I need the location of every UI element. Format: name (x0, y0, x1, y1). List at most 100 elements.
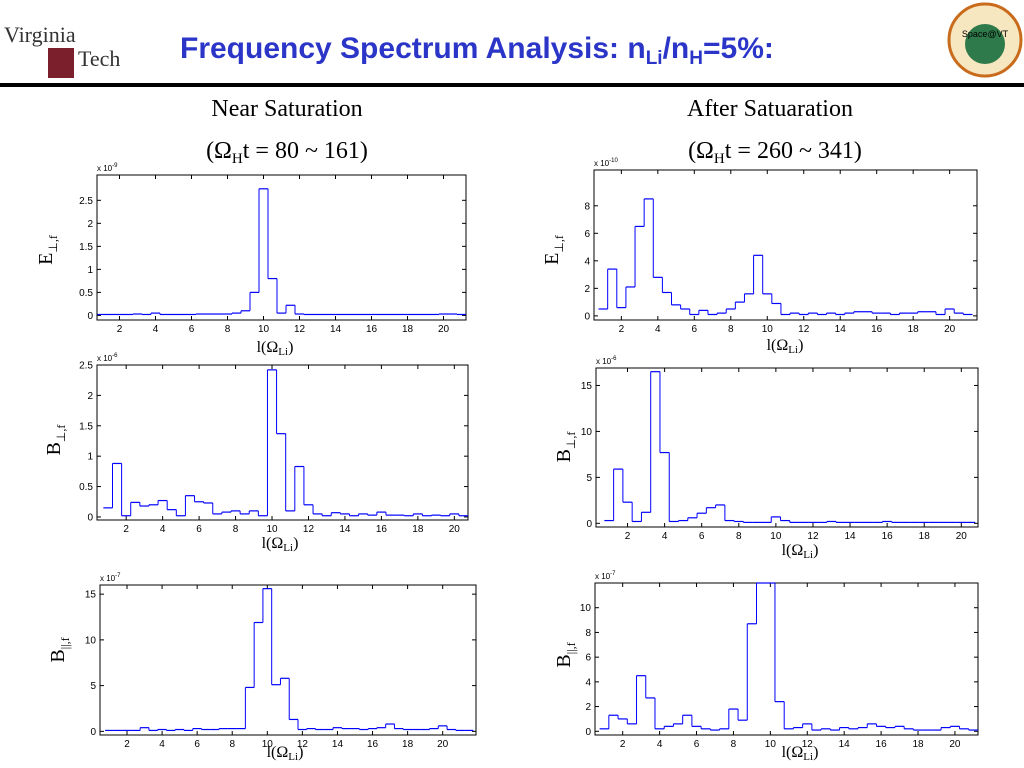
multiplier-exp: -10 (609, 158, 618, 164)
x-tick-label: 20 (944, 324, 956, 335)
time-sub: H (714, 151, 725, 167)
y-tick-label: 1 (87, 265, 93, 276)
axis-multiplier: x 10-6 (97, 353, 118, 363)
x-tick-label: 14 (330, 324, 342, 335)
axis-multiplier: x 10-7 (595, 571, 616, 581)
x-tick-label: 10 (262, 739, 274, 750)
y-tick-label: 1.5 (79, 242, 93, 253)
label-main: l(Ω (257, 339, 279, 356)
y-tick-label: 2 (87, 391, 93, 402)
x-tick-label: 6 (699, 531, 705, 542)
x-tick-label: 4 (159, 739, 165, 750)
chart: 0 5 10 15 2 4 6 8 10 12 14 16 18 20 x 10-7 B||,f l(ΩLi) (47, 573, 477, 763)
label-end: ) (798, 337, 803, 354)
label-sub: Li (788, 344, 798, 356)
x-tick-label: 14 (839, 739, 851, 750)
x-tick-label: 2 (619, 324, 625, 335)
column-heading: Near Saturation (211, 96, 362, 122)
label-sub: Li (803, 751, 813, 763)
y-tick-label: 5 (586, 473, 592, 484)
multiplier-exp: -6 (611, 356, 617, 362)
label-sub: ||,f (58, 637, 72, 649)
y-axis-label: B⊥,f (43, 425, 68, 456)
x-tick-label: 16 (366, 324, 378, 335)
multiplier-exp: -6 (112, 353, 118, 359)
x-tick-label: 14 (844, 531, 856, 542)
y-tick-label: 0 (87, 311, 93, 322)
time-sub: H (232, 151, 243, 167)
x-tick-label: 14 (339, 524, 351, 535)
x-tick-label: 16 (876, 739, 888, 750)
chart: 0 0.5 1 1.5 2 2.5 2 4 6 8 10 12 14 16 18 20 x 10-9 E⊥,f l(… (35, 163, 467, 358)
label-main: l(Ω (782, 542, 804, 559)
x-tick-label: 2 (124, 739, 130, 750)
x-tick-label: 18 (919, 531, 931, 542)
label-main: B (553, 449, 575, 462)
logo-globe (965, 24, 1005, 64)
x-tick-label: 20 (438, 324, 450, 335)
label-end: ) (293, 535, 298, 552)
multiplier-base: x 10 (100, 574, 116, 583)
x-tick-label: 18 (412, 524, 424, 535)
logo-text: Space@VT (962, 29, 1009, 39)
x-tick-label: 2 (620, 739, 626, 750)
chart: 0 2 4 6 8 10 2 4 6 8 10 12 14 16 18 20 x 10-7 B||,f l(ΩLi) (553, 571, 979, 763)
y-tick-label: 0 (87, 512, 93, 523)
y-tick-label: 2.5 (79, 361, 93, 372)
x-tick-label: 8 (225, 324, 231, 335)
y-axis-label: E⊥,f (35, 235, 60, 265)
x-tick-label: 8 (229, 739, 235, 750)
x-tick-label: 6 (196, 524, 202, 535)
label-sub: Li (288, 751, 298, 763)
x-tick-label: 8 (233, 524, 239, 535)
x-tick-label: 4 (153, 324, 159, 335)
x-axis-label: l(ΩLi) (767, 337, 804, 356)
y-tick-label: 5 (90, 681, 96, 692)
x-tick-label: 14 (332, 739, 344, 750)
x-tick-label: 12 (802, 739, 814, 750)
logo-text: Tech (78, 46, 120, 71)
step-riser (111, 369, 460, 516)
time-part: t = 260 ~ 341) (725, 138, 862, 164)
multiplier-base: x 10 (594, 159, 610, 168)
y-tick-label: 6 (585, 653, 591, 664)
plot-area (594, 582, 979, 736)
y-tick-label: 15 (581, 381, 593, 392)
x-tick-label: 8 (736, 531, 742, 542)
x-tick-label: 16 (376, 524, 388, 535)
x-tick-label: 2 (117, 324, 123, 335)
y-axis-label: B||,f (47, 637, 72, 662)
label-end: ) (298, 744, 303, 761)
title-sub: Li (646, 48, 663, 69)
plot-area (99, 584, 477, 736)
x-tick-label: 12 (798, 324, 810, 335)
plot-area (96, 174, 467, 321)
y-tick-label: 0 (90, 727, 96, 738)
x-tick-label: 16 (882, 531, 894, 542)
label-main: l(Ω (767, 337, 789, 354)
label-main: l(Ω (782, 744, 804, 761)
y-tick-label: 1 (87, 452, 93, 463)
label-end: ) (813, 744, 818, 761)
x-tick-label: 4 (160, 524, 166, 535)
y-tick-label: 10 (581, 427, 593, 438)
time-part: t = 80 ~ 161) (243, 138, 368, 164)
multiplier-exp: -7 (610, 571, 616, 577)
x-tick-label: 20 (956, 531, 968, 542)
x-axis-label: l(ΩLi) (257, 339, 294, 358)
label-sub: ⊥,f (552, 235, 566, 252)
header-rule (0, 83, 1024, 87)
slide-title: Frequency Spectrum Analysis: nLi/nH=5%: (180, 32, 774, 69)
x-tick-label: 10 (765, 739, 777, 750)
label-main: E (35, 253, 57, 265)
y-tick-label: 4 (584, 256, 590, 267)
x-tick-label: 18 (908, 324, 920, 335)
y-tick-label: 15 (85, 590, 97, 601)
x-tick-label: 20 (449, 524, 461, 535)
x-tick-label: 8 (731, 739, 737, 750)
label-main: E (541, 253, 563, 265)
x-tick-label: 18 (912, 739, 924, 750)
label-main: B (47, 649, 69, 662)
x-tick-label: 10 (762, 324, 774, 335)
multiplier-base: x 10 (595, 572, 611, 581)
